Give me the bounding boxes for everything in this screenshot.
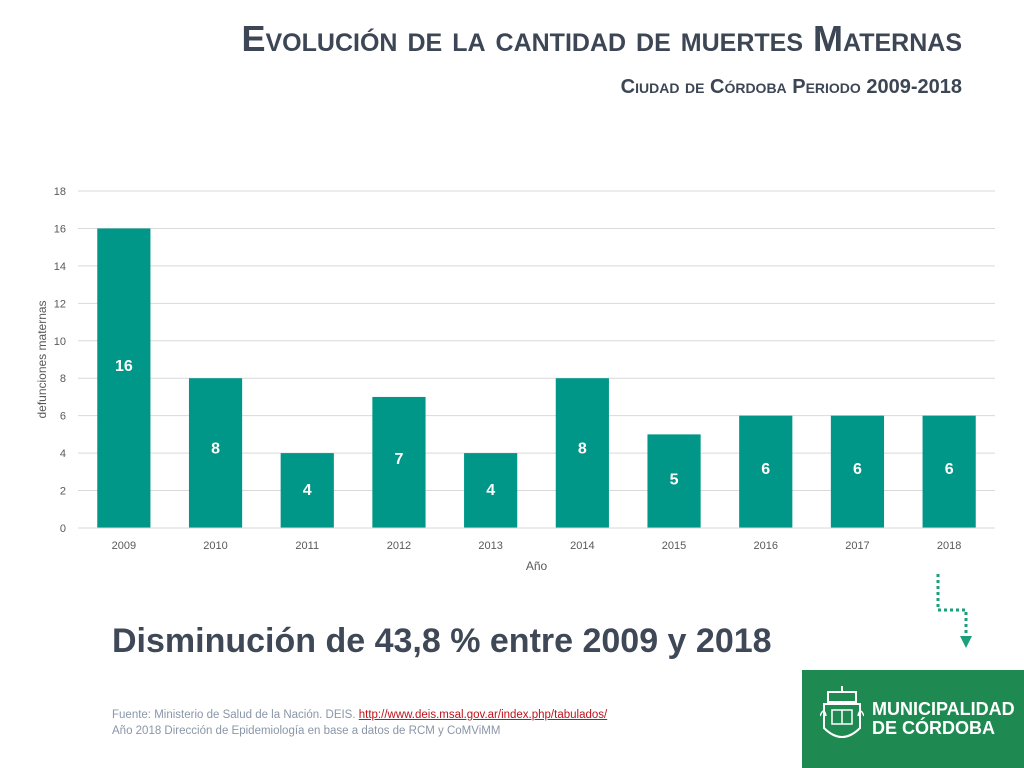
data-label: 8 bbox=[211, 441, 220, 458]
x-axis-title: Año bbox=[526, 559, 548, 573]
data-label: 5 bbox=[670, 472, 679, 489]
bar bbox=[555, 378, 609, 528]
x-tick-label: 2013 bbox=[478, 540, 502, 552]
bar bbox=[830, 415, 885, 528]
headline-text: Disminución de 43,8 % entre 2009 y 2018 bbox=[112, 622, 772, 660]
municipal-logo: MUNICIPALIDAD DE CÓRDOBA bbox=[802, 670, 1024, 768]
x-tick-label: 2015 bbox=[662, 540, 686, 552]
y-tick-label: 2 bbox=[60, 486, 66, 498]
y-axis-title: defunciones maternas bbox=[35, 300, 49, 418]
y-tick-label: 14 bbox=[54, 261, 66, 273]
data-label: 4 bbox=[303, 482, 312, 499]
source-link[interactable]: http://www.deis.msal.gov.ar/index.php/ta… bbox=[358, 709, 608, 721]
y-tick-label: 0 bbox=[60, 523, 66, 535]
page-subtitle: Ciudad de Córdoba Periodo 2009-2018 bbox=[620, 76, 962, 98]
y-tick-label: 12 bbox=[54, 298, 66, 310]
page-title: Evolución de la cantidad de muertes Mate… bbox=[241, 18, 963, 59]
city-crest-icon bbox=[820, 686, 864, 738]
dotted-arrow-down-icon bbox=[936, 574, 972, 648]
data-label: 8 bbox=[578, 441, 587, 458]
x-tick-label: 2012 bbox=[387, 540, 411, 552]
data-label: 16 bbox=[115, 358, 133, 375]
logo-line1: MUNICIPALIDAD bbox=[872, 699, 1015, 719]
bar bbox=[188, 378, 243, 528]
x-tick-label: 2016 bbox=[754, 540, 778, 552]
bar bbox=[922, 415, 976, 528]
source-note: Fuente: Ministerio de Salud de la Nación… bbox=[112, 707, 607, 739]
logo-line2: DE CÓRDOBA bbox=[872, 718, 996, 738]
bar bbox=[464, 453, 518, 528]
x-tick-label: 2011 bbox=[295, 540, 319, 552]
y-tick-label: 8 bbox=[60, 373, 66, 385]
data-label: 6 bbox=[945, 461, 954, 478]
bar bbox=[372, 396, 426, 528]
data-label: 7 bbox=[394, 451, 403, 468]
y-tick-label: 6 bbox=[60, 411, 66, 423]
bar-chart: 0 2 4 6 8 10 12 14 16 18 16 2009 8 2010 4 2011 7 2012 4 201… bbox=[35, 186, 995, 573]
y-tick-label: 10 bbox=[54, 336, 66, 348]
bar bbox=[739, 415, 793, 528]
y-tick-label: 4 bbox=[60, 448, 66, 460]
bar bbox=[97, 228, 151, 528]
x-tick-label: 2018 bbox=[937, 540, 961, 552]
x-tick-label: 2014 bbox=[570, 540, 594, 552]
bar bbox=[280, 453, 334, 528]
data-label: 4 bbox=[486, 482, 495, 499]
y-tick-label: 18 bbox=[54, 186, 66, 198]
x-tick-label: 2017 bbox=[845, 540, 869, 552]
y-tick-label: 16 bbox=[54, 223, 66, 235]
data-label: 6 bbox=[853, 461, 862, 478]
x-tick-label: 2009 bbox=[112, 540, 136, 552]
x-tick-label: 2010 bbox=[203, 540, 227, 552]
data-label: 6 bbox=[761, 461, 770, 478]
bar bbox=[647, 434, 701, 528]
source-prefix: Fuente: Ministerio de Salud de la Nación… bbox=[112, 709, 359, 721]
source-line2: Año 2018 Dirección de Epidemiología en b… bbox=[112, 725, 501, 737]
